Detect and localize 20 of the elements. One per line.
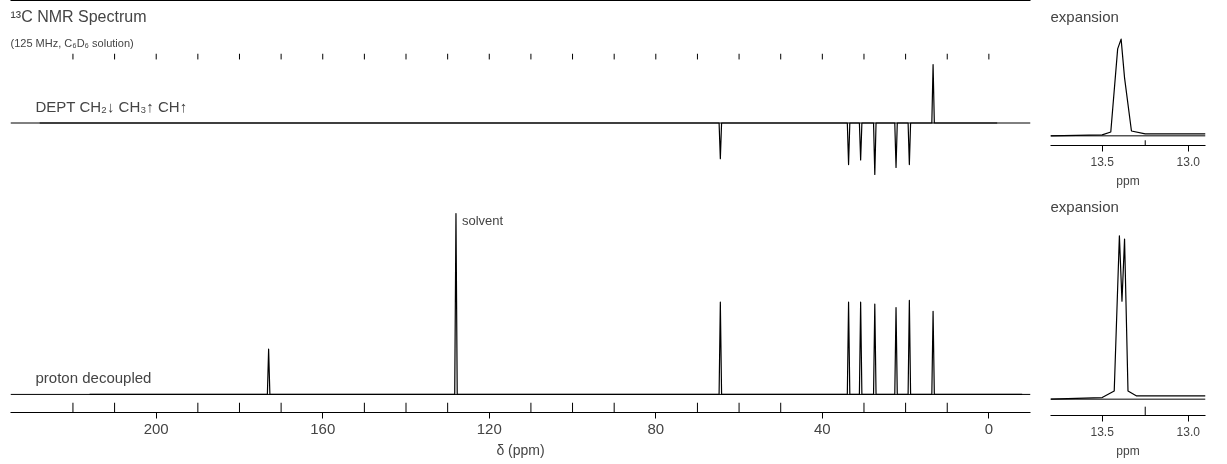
x-tick-label: 120 (476, 419, 502, 437)
x-tick-label: 0 (984, 419, 994, 437)
x-tick-label: 200 (143, 419, 169, 437)
x-tick-label: 40 (813, 419, 831, 437)
chart-title: ¹³C NMR Spectrum (10, 7, 147, 25)
annotation: proton decoupled (35, 369, 152, 387)
annotation: DEPT CH₂↓ CH₃↑ CH↑ (35, 98, 188, 116)
chart-subtitle: (125 MHz, C₆D₆ solution) (10, 36, 134, 49)
chart-title: expansion (1050, 197, 1119, 215)
x-axis-title: ppm (1116, 173, 1140, 188)
x-tick-label: 13.0 (1176, 154, 1201, 169)
chart-title: expansion (1050, 7, 1119, 25)
x-tick-label: 80 (647, 419, 665, 437)
x-axis-title: δ (ppm) (496, 441, 545, 458)
annotation: solvent (461, 212, 504, 228)
x-axis-title: ppm (1116, 443, 1140, 458)
x-tick-label: 13.0 (1176, 424, 1201, 439)
x-tick-label: 13.5 (1090, 424, 1115, 439)
x-tick-label: 160 (310, 419, 336, 437)
x-tick-label: 13.5 (1090, 154, 1115, 169)
